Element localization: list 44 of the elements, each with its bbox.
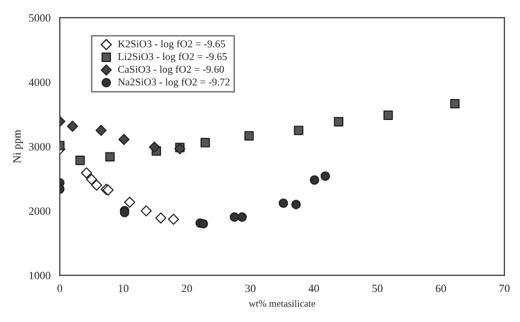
point bbox=[200, 138, 210, 148]
legend-label: Li2SiO3 - log fO2 = -9.65 bbox=[118, 52, 227, 62]
point bbox=[155, 212, 166, 224]
point bbox=[383, 110, 393, 120]
point bbox=[450, 98, 460, 108]
point bbox=[291, 200, 301, 210]
point bbox=[124, 196, 136, 208]
point bbox=[244, 131, 254, 141]
point bbox=[237, 212, 247, 222]
x-tick-label: 50 bbox=[372, 284, 383, 292]
x-tick-label: 70 bbox=[500, 284, 510, 292]
point bbox=[96, 124, 107, 136]
legend-label: Na2SiO3 - log fO2 = -9.72 bbox=[118, 78, 230, 88]
point bbox=[148, 142, 160, 153]
point bbox=[91, 180, 102, 191]
point bbox=[118, 134, 130, 145]
point bbox=[86, 174, 98, 185]
x-tick-label: 20 bbox=[182, 284, 192, 292]
y-axis-title: Ni ppm bbox=[13, 130, 23, 164]
y-tick-label: 1000 bbox=[30, 272, 50, 280]
x-tick-label: 40 bbox=[308, 284, 319, 292]
y-tick-label: 2000 bbox=[29, 207, 50, 215]
point bbox=[334, 116, 344, 126]
legend-label: K2SiO3 - log fO2 = -9.65 bbox=[118, 40, 226, 50]
x-tick-label: 10 bbox=[118, 284, 128, 292]
y-tick-label: 5000 bbox=[29, 14, 50, 22]
legend-label: CaSiO3 - log fO2 = -9.60 bbox=[118, 65, 224, 75]
point bbox=[294, 126, 304, 136]
point bbox=[105, 152, 115, 162]
x-axis-title: wt% metasilicate bbox=[248, 300, 316, 307]
x-tick-label: 60 bbox=[436, 284, 446, 292]
point bbox=[66, 120, 78, 132]
point bbox=[198, 219, 208, 229]
x-tick-label: 0 bbox=[57, 284, 62, 292]
point bbox=[320, 171, 330, 181]
point bbox=[310, 175, 320, 185]
point bbox=[168, 214, 180, 225]
x-tick-label: 30 bbox=[245, 284, 256, 292]
point bbox=[75, 156, 85, 166]
point bbox=[80, 167, 92, 178]
y-tick-label: 3000 bbox=[29, 142, 50, 150]
point bbox=[278, 198, 288, 208]
y-tick-label: 4000 bbox=[28, 78, 50, 86]
point bbox=[140, 205, 152, 216]
